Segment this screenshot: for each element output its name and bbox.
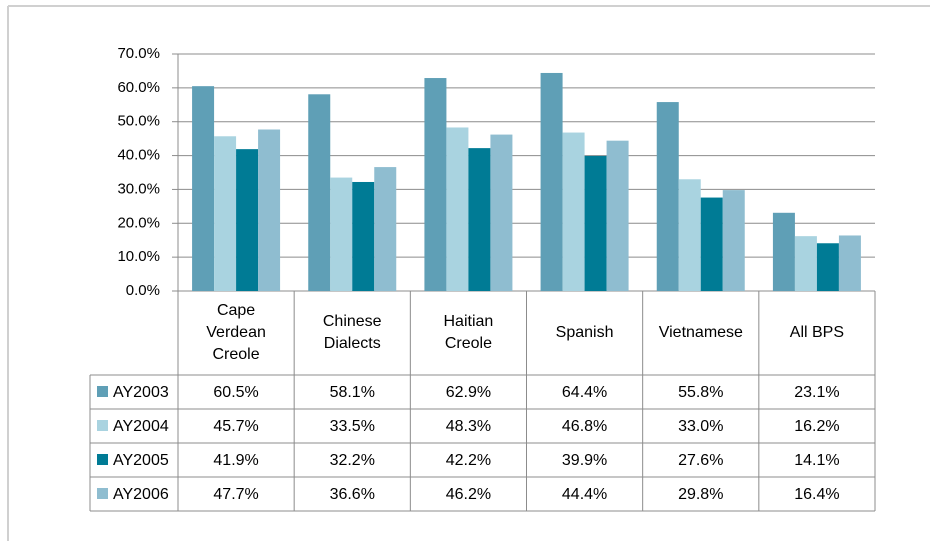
bar: [794, 236, 817, 291]
value-label: 45.7%: [213, 418, 258, 435]
legend-key: [97, 488, 108, 499]
bar: [490, 134, 513, 291]
bar: [540, 72, 563, 292]
category-label: Vietnamese: [643, 291, 759, 375]
category-label: Cape Verdean Creole: [178, 291, 294, 375]
bar: [606, 140, 629, 291]
value-label: 16.2%: [794, 418, 839, 435]
value-label: 64.4%: [562, 384, 607, 401]
bar: [258, 129, 281, 291]
category-label: Spanish: [527, 291, 643, 375]
value-label: 27.6%: [678, 452, 723, 469]
y-tick-label: 40.0%: [117, 147, 160, 164]
value-label: 55.8%: [678, 384, 723, 401]
y-tick-label: 10.0%: [117, 248, 160, 265]
value-label: 14.1%: [794, 452, 839, 469]
bar: [722, 190, 745, 291]
bar: [236, 149, 259, 291]
bar: [214, 136, 237, 291]
legend-key: [97, 420, 108, 431]
bar: [352, 181, 375, 291]
category-label: Chinese Dialects: [294, 291, 410, 375]
y-tick-label: 30.0%: [117, 180, 160, 197]
legend-label: AY2005: [113, 452, 169, 469]
bar: [678, 179, 701, 291]
bar: [446, 127, 469, 291]
value-label: 33.0%: [678, 418, 723, 435]
bar: [816, 243, 839, 291]
bar: [656, 102, 679, 291]
category-text: Vietnamese: [658, 324, 743, 341]
value-label: 46.8%: [562, 418, 607, 435]
value-label: 29.8%: [678, 486, 723, 503]
value-label: 32.2%: [330, 452, 375, 469]
bar: [192, 86, 215, 292]
value-label: 16.4%: [794, 486, 839, 503]
y-tick-label: 0.0%: [126, 282, 160, 299]
bar: [308, 94, 331, 291]
value-label: 42.2%: [446, 452, 491, 469]
y-tick-label: 60.0%: [117, 79, 160, 96]
value-label: 33.5%: [330, 418, 375, 435]
category-label: All BPS: [759, 291, 875, 375]
bar: [424, 78, 447, 291]
value-label: 36.6%: [330, 486, 375, 503]
value-label: 47.7%: [213, 486, 258, 503]
bar: [838, 235, 861, 291]
value-label: 39.9%: [562, 452, 607, 469]
category-text: Spanish: [555, 324, 614, 341]
bar: [374, 167, 397, 291]
category-label: Haitian Creole: [410, 291, 526, 375]
value-label: 41.9%: [213, 452, 258, 469]
bar: [562, 132, 585, 291]
bar: [330, 177, 353, 291]
value-label: 58.1%: [330, 384, 375, 401]
value-label: 44.4%: [562, 486, 607, 503]
legend-label: AY2006: [113, 486, 169, 503]
bar: [700, 197, 723, 291]
legend-key: [97, 386, 108, 397]
category-text: Chinese Dialects: [322, 313, 382, 352]
bar: [772, 212, 795, 291]
category-text: Cape Verdean Creole: [206, 302, 266, 363]
legend-key: [97, 454, 108, 465]
value-label: 46.2%: [446, 486, 491, 503]
y-tick-label: 50.0%: [117, 113, 160, 130]
bar: [584, 155, 607, 291]
category-text: All BPS: [789, 324, 845, 341]
y-tick-label: 20.0%: [117, 214, 160, 231]
value-label: 23.1%: [794, 384, 839, 401]
value-label: 60.5%: [213, 384, 258, 401]
category-text: Haitian Creole: [443, 313, 494, 352]
legend-label: AY2004: [113, 418, 169, 435]
value-label: 48.3%: [446, 418, 491, 435]
legend-label: AY2003: [113, 384, 169, 401]
bar: [468, 148, 491, 291]
value-label: 62.9%: [446, 384, 491, 401]
y-tick-label: 70.0%: [117, 45, 160, 62]
